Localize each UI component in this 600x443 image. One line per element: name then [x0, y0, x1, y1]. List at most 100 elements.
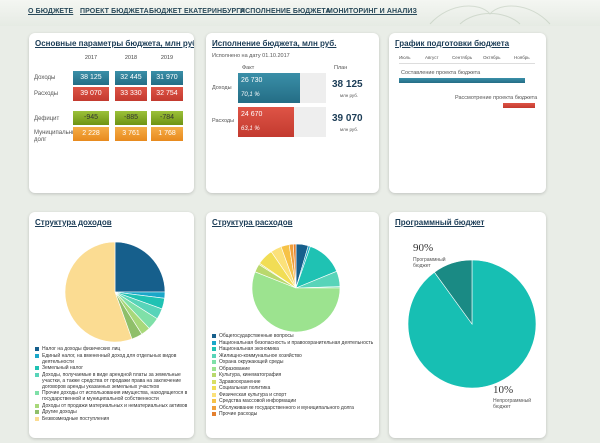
deficit-2018: -885 — [115, 111, 147, 125]
debt-2019: 1 768 — [151, 127, 183, 141]
income-legend-item: Прочие доходы от использования имущества… — [35, 390, 191, 402]
gantt-chart: Июль Август Сентябрь Октябрь Ноябрь Сост… — [399, 55, 539, 135]
income-slice-7[interactable] — [64, 241, 133, 343]
budget-params-title[interactable]: Основные параметры бюджета, млн руб. — [35, 39, 194, 48]
income-legend-label: Безвозмездные поступления — [42, 415, 110, 422]
budget-params-panel: Основные параметры бюджета, млн руб. 201… — [29, 33, 194, 193]
expense-legend-label: Охрана окружающей среды — [219, 359, 284, 365]
nav-budget-project[interactable]: ПРОЕКТ БЮДЖЕТА — [80, 8, 149, 15]
execution-date: Исполнено на дату 01.10.2017 — [212, 53, 290, 59]
income-legend-item: Доходы от продажи материальных и нематер… — [35, 403, 191, 409]
expense-legend-swatch — [212, 347, 216, 351]
program-pie-chart — [407, 259, 537, 389]
program-slice-1[interactable] — [433, 259, 473, 325]
expense-legend-item: Образование — [212, 366, 377, 372]
nav-monitoring[interactable]: МОНИТОРИНГ И АНАЛИЗ — [327, 8, 418, 15]
row-label-debt: Муниципальный долг — [34, 130, 80, 143]
row-label-expense: Расходы — [34, 91, 59, 97]
top-navigation: О БЮДЖЕТЕ ПРОЕКТ БЮДЖЕТА БЮДЖЕТ ЕКАТЕРИН… — [0, 0, 600, 26]
expense-legend-item: Жилищно-коммунальное хозяйство — [212, 353, 377, 359]
expense-legend: Общегосударственные вопросы Национальная … — [212, 333, 377, 418]
fact-header: Факт — [242, 65, 255, 71]
income-pie-chart — [64, 241, 166, 343]
expense-legend-item: Национальная безопасность и правоохранит… — [212, 340, 377, 346]
income-structure-panel: Структура доходов Налог на доходы физиче… — [29, 212, 194, 438]
income-unit: млн руб. — [340, 93, 359, 98]
gantt-month: Октябрь — [483, 55, 501, 60]
expense-structure-title[interactable]: Структура расходов — [212, 218, 293, 227]
income-legend-swatch — [35, 391, 39, 395]
income-legend-swatch — [35, 403, 39, 408]
expense-legend-label: Средства массовой информации — [219, 398, 297, 404]
income-legend-label: Другие доходы — [42, 409, 77, 415]
expense-legend-label: Образование — [219, 365, 250, 372]
gantt-month: Сентябрь — [452, 55, 473, 60]
income-progress-track: 26 730 70,1 % — [238, 73, 326, 103]
nav-about-budget[interactable]: О БЮДЖЕТЕ — [28, 8, 74, 15]
income-slice-0[interactable] — [114, 241, 166, 293]
expense-unit: млн руб. — [340, 127, 359, 132]
income-legend-label: Доходы, получаемые в виде арендной платы… — [42, 371, 182, 390]
expense-legend-swatch — [212, 340, 216, 345]
income-legend-swatch — [35, 416, 39, 421]
expense-legend-swatch — [212, 386, 216, 390]
expense-legend-swatch — [212, 334, 216, 338]
program-budget-panel: Программный бюджет 90% Программный бюдже… — [389, 212, 546, 438]
expense-2017: 39 070 — [73, 87, 109, 101]
expense-legend-swatch — [212, 353, 216, 358]
expense-progress-track: 24 670 63,1 % — [238, 107, 326, 137]
debt-2017: 2 228 — [73, 127, 109, 141]
expense-structure-panel: Структура расходов Общегосударственные в… — [206, 212, 379, 438]
expense-legend-label: Культура, кинематография — [219, 372, 282, 378]
expense-legend-label: Обслуживание государственного и муниципа… — [219, 404, 354, 411]
expense-percent: 63,1 % — [241, 126, 260, 132]
schedule-title[interactable]: График подготовки бюджета — [395, 39, 510, 48]
expense-legend-swatch — [212, 373, 216, 377]
program-percent-label: 90% — [413, 242, 434, 254]
expense-legend-item: Физическая культура и спорт — [212, 392, 377, 398]
income-legend-label: Прочие доходы от использования имущества… — [42, 390, 188, 402]
expense-legend-item: Здравоохранение — [212, 379, 377, 385]
program-slice-0[interactable] — [407, 259, 537, 389]
gantt-month: Ноябрь — [514, 55, 530, 60]
income-legend-label: Земельный налог — [42, 365, 84, 371]
expense-slice-5[interactable] — [251, 271, 341, 333]
expense-legend-label: Национальная экономика — [219, 346, 279, 352]
nav-ekaterinburg-budget[interactable]: БЮДЖЕТ ЕКАТЕРИНБУРГА — [149, 8, 246, 15]
income-progress-fill — [238, 73, 300, 103]
deficit-2019: -784 — [151, 111, 183, 125]
income-legend: Налог на доходы физических лиц Единый нал… — [35, 346, 191, 422]
execution-title[interactable]: Исполнение бюджета, млн руб. — [212, 39, 337, 48]
expense-progress-fill — [238, 107, 294, 137]
plan-header: План — [334, 65, 348, 71]
expense-legend-swatch — [212, 412, 216, 416]
expense-slice-12[interactable] — [292, 243, 297, 289]
income-legend-label: Единый налог, на вмененный доход для отд… — [42, 352, 177, 365]
program-budget-title[interactable]: Программный бюджет — [395, 218, 485, 227]
income-legend-item: Другие доходы — [35, 409, 191, 415]
income-2019: 31 970 — [151, 71, 183, 85]
program-slice-label: Программный бюджет — [413, 257, 446, 269]
income-structure-title[interactable]: Структура доходов — [35, 218, 112, 227]
gantt-task-label: Рассмотрение проекта бюджета — [455, 95, 538, 101]
gantt-month: Август — [425, 55, 439, 60]
gantt-axis — [399, 63, 535, 64]
income-legend-swatch — [35, 347, 39, 351]
income-legend-label: Налог на доходы физических лиц — [42, 346, 121, 352]
deficit-2017: -945 — [73, 111, 109, 125]
income-legend-swatch — [35, 366, 39, 370]
expense-2018: 33 330 — [115, 87, 147, 101]
expense-legend-label: Социальная политика — [219, 385, 271, 391]
income-legend-swatch — [35, 410, 39, 414]
expense-fact: 24 670 — [241, 111, 263, 118]
income-fact: 26 730 — [241, 77, 263, 84]
income-legend-item: Налог на доходы физических лиц — [35, 346, 191, 352]
expense-legend-label: Жилищно-коммунальное хозяйство — [219, 352, 302, 359]
expense-legend-item: Обслуживание государственного и муниципа… — [212, 405, 377, 411]
nav-budget-execution[interactable]: ИСПОЛНЕНИЕ БЮДЖЕТА — [240, 8, 331, 15]
expense-2019: 32 754 — [151, 87, 183, 101]
nonprogram-slice-label: Непрограммный бюджет — [493, 398, 532, 410]
income-legend-item: Единый налог, на вмененный доход для отд… — [35, 353, 191, 365]
expense-legend-label: Прочие расходы — [219, 411, 258, 417]
expense-legend-item: Прочие расходы — [212, 411, 377, 417]
